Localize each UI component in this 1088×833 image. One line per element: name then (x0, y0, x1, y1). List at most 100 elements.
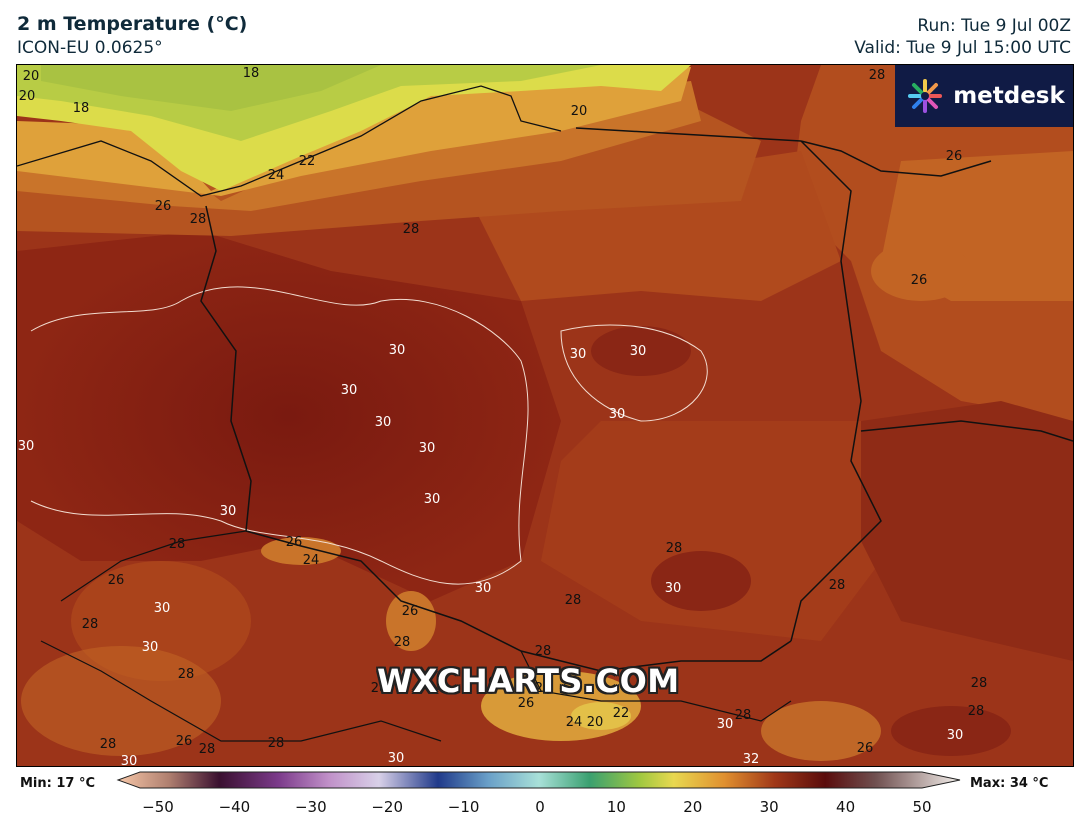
mountain-cool-6 (21, 646, 221, 756)
contour-label: 18 (73, 101, 90, 116)
contour-label: 26 (176, 734, 193, 749)
temp-zone-hot-ne (861, 401, 1073, 661)
contour-label: 28 (869, 68, 886, 83)
contour-label: 28 (394, 635, 411, 650)
contour-label: 30 (609, 407, 626, 422)
contour-label: 26 (108, 573, 125, 588)
colorbar-tick-label: 10 (606, 798, 626, 816)
metdesk-logo: metdesk (895, 65, 1073, 127)
run-time: Run: Tue 9 Jul 00Z (917, 16, 1071, 36)
contour-label: 28 (190, 212, 207, 227)
contour-label: 22 (299, 154, 316, 169)
warm-patch-3 (891, 706, 1011, 756)
warm-patch-2 (651, 551, 751, 611)
contour-label: 20 (571, 104, 588, 119)
contour-label: 24 (566, 715, 583, 730)
colorbar-tick-label: 20 (683, 798, 703, 816)
mountain-cool-7 (761, 701, 881, 761)
contour-label: 28 (169, 537, 186, 552)
colorbar-tick-label: −50 (142, 798, 174, 816)
contour-label: 28 (100, 737, 117, 752)
contour-label: 28 (199, 742, 216, 757)
contour-label: 28 (268, 736, 285, 751)
contour-label: 26 (402, 604, 419, 619)
contour-label: 30 (220, 504, 237, 519)
temp-zone-hot-west (17, 231, 561, 601)
contour-label: 24 (268, 168, 285, 183)
contour-label: 28 (829, 578, 846, 593)
colorbar-tick-label: 40 (836, 798, 856, 816)
isotherm-30-b (560, 324, 708, 422)
contour-label: 26 (155, 199, 172, 214)
border-poland-east (790, 140, 882, 642)
colorbar-min-label: Min: 17 °C (20, 776, 96, 791)
temp-zone-se (541, 421, 881, 641)
contour-label: 28 (666, 541, 683, 556)
border-czech (60, 530, 247, 602)
wxcharts-watermark: WXCHARTS.COM (377, 662, 680, 700)
isotherm-30 (30, 286, 529, 585)
mountain-cool-4 (571, 702, 631, 730)
border-belarus-ukraine (860, 420, 1073, 442)
contour-label: 30 (393, 668, 410, 683)
contour-label: 26 (946, 149, 963, 164)
contour-label: 30 (717, 717, 734, 732)
contour-label: 28 (178, 667, 195, 682)
warm-patch-1 (591, 326, 691, 376)
contour-label: 28 (82, 617, 99, 632)
border-slovakia (520, 650, 792, 722)
contour-label: 30 (630, 344, 647, 359)
metdesk-logo-text: metdesk (953, 83, 1065, 109)
metdesk-flower-icon (908, 79, 943, 113)
model-name: ICON-EU 0.0625° (17, 38, 163, 58)
colorbar: Min: 17 °C Max: 34 °C (0, 768, 1088, 833)
mountain-cool-2 (386, 591, 436, 651)
contour-label: 22 (613, 706, 630, 721)
border-germany-poland (200, 205, 252, 532)
contour-label: 30 (388, 751, 405, 766)
contour-label: 28 (968, 704, 985, 719)
contour-label: 30 (375, 415, 392, 430)
contour-label: 30 (424, 492, 441, 507)
contour-label: 28 (403, 222, 420, 237)
contour-label: 32 (743, 752, 760, 766)
border-kaliningrad (575, 127, 802, 142)
contour-label: 30 (18, 439, 35, 454)
valid-time: Valid: Tue 9 Jul 15:00 UTC (854, 38, 1071, 58)
contour-label: 30 (154, 601, 171, 616)
contour-label: 28 (735, 708, 752, 723)
contour-label: 28 (371, 681, 388, 696)
mountain-cool-1 (261, 537, 341, 565)
contour-label: 28 (535, 644, 552, 659)
baltic-sea-coolest (41, 65, 381, 111)
contour-label: 30 (947, 728, 964, 743)
contour-label: 30 (121, 754, 138, 766)
border-poland-south (245, 530, 792, 672)
temperature-map[interactable]: 20 20 18 18 20 28 26 22 24 26 28 28 26 30 30 30 30 30 30 30… (16, 64, 1074, 767)
contour-label: 26 (518, 696, 535, 711)
border-czech-south (40, 640, 442, 742)
contour-label: 20 (19, 89, 36, 104)
colorbar-tick-label: −10 (447, 798, 480, 816)
contour-label: 26 (911, 273, 928, 288)
map-title: 2 m Temperature (°C) (17, 13, 248, 35)
cool-patch-1 (871, 241, 971, 301)
contour-label: 26 (857, 741, 874, 756)
contour-label: 30 (389, 343, 406, 358)
contour-label: 28 (565, 593, 582, 608)
colorbar-tick-label: 30 (759, 798, 779, 816)
contour-label: 18 (243, 66, 260, 81)
contour-label: 26 (480, 675, 497, 690)
contour-label: 20 (23, 69, 40, 84)
colorbar-max-label: Max: 34 °C (970, 776, 1049, 791)
contour-label: 30 (341, 383, 358, 398)
contour-label: 24 (303, 553, 320, 568)
colorbar-tick-label: 0 (535, 798, 545, 816)
contour-label: 30 (142, 640, 159, 655)
contour-label: 30 (419, 441, 436, 456)
border-lithuania (800, 140, 992, 177)
contour-label: 24 (535, 681, 552, 696)
contour-label: 28 (971, 676, 988, 691)
